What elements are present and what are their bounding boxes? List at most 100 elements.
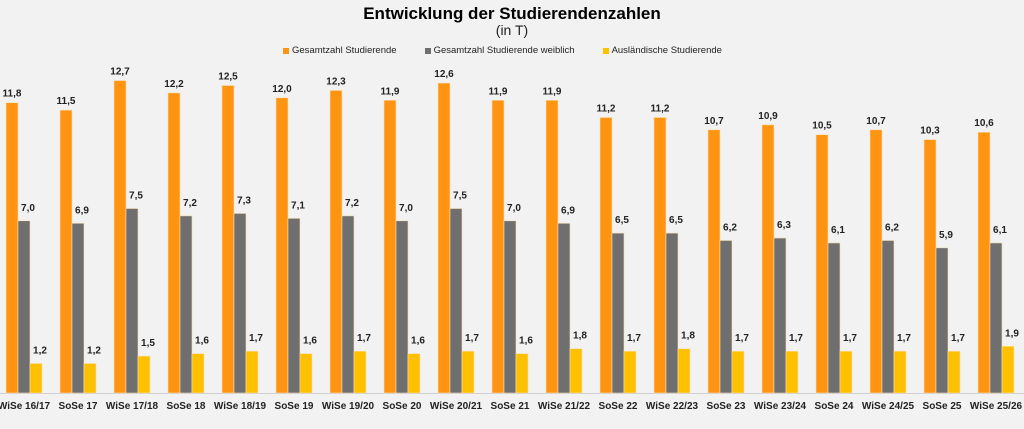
data-label: 10,5	[812, 121, 832, 132]
bar-foreign	[1001, 345, 1015, 394]
bar-female	[233, 213, 247, 394]
legend-swatch	[424, 47, 431, 54]
legend-item-foreign: Ausländische Studierende	[602, 45, 722, 56]
bar-total	[59, 109, 73, 394]
bar-foreign	[677, 348, 691, 394]
data-label: 1,7	[951, 333, 965, 344]
bar-female	[125, 208, 139, 394]
bar-total	[167, 92, 181, 394]
legend-label: Gesamtzahl Studierende	[292, 45, 397, 56]
x-tick-label: WiSe 20/21	[430, 401, 483, 412]
data-label: 12,2	[164, 79, 184, 90]
bar-total	[977, 131, 991, 394]
bar-foreign	[29, 363, 43, 394]
bar-total	[599, 117, 613, 394]
data-label: 12,6	[434, 69, 454, 80]
bar-total	[545, 99, 559, 394]
bar-female	[17, 220, 31, 394]
bar-female	[341, 215, 355, 394]
bar-foreign	[569, 348, 583, 394]
bar-foreign	[83, 363, 97, 394]
chart-subtitle: (in T)	[495, 22, 529, 38]
bar-foreign	[461, 350, 475, 394]
data-label: 6,3	[777, 220, 791, 231]
legend-label: Gesamtzahl Studierende weiblich	[433, 45, 575, 56]
data-label: 7,2	[345, 198, 359, 209]
x-tick-label: SoSe 19	[275, 401, 314, 412]
data-label: 12,3	[326, 76, 346, 87]
bar-foreign	[191, 353, 205, 394]
bar-total	[437, 82, 451, 394]
legend-item-female: Gesamtzahl Studierende weiblich	[424, 45, 575, 56]
bar-female	[179, 215, 193, 394]
legend-swatch	[283, 47, 289, 54]
data-label: 6,1	[831, 225, 845, 236]
data-label: 10,9	[758, 111, 778, 122]
x-tick-label: WiSe 18/19	[214, 401, 267, 412]
data-label: 12,5	[218, 72, 238, 83]
bar-total	[653, 117, 667, 394]
data-label: 11,9	[489, 86, 508, 97]
data-label: 1,9	[1005, 328, 1019, 339]
data-label: 1,7	[897, 333, 911, 344]
data-label: 10,7	[866, 116, 886, 127]
data-label: 6,1	[993, 225, 1007, 236]
x-tick-label: SoSe 23	[707, 401, 746, 412]
x-tick-label: WiSe 21/22	[538, 401, 591, 412]
bar-female	[935, 247, 949, 394]
bar-female	[287, 218, 301, 394]
bar-foreign	[731, 350, 745, 394]
bar-female	[395, 220, 409, 394]
data-label: 12,0	[272, 84, 292, 95]
bar-foreign	[839, 350, 853, 394]
bar-total	[869, 129, 883, 394]
bar-female	[611, 232, 625, 394]
bar-total	[383, 99, 397, 394]
data-label: 11,2	[651, 103, 670, 114]
data-label: 1,6	[303, 336, 317, 347]
x-tick-label: SoSe 20	[383, 401, 422, 412]
data-label: 11,2	[597, 103, 616, 114]
bar-female	[719, 240, 733, 394]
bar-total	[707, 129, 721, 394]
data-label: 11,9	[543, 86, 562, 97]
x-tick-label: WiSe 16/17	[0, 401, 51, 412]
data-label: 6,5	[669, 215, 683, 226]
data-label: 1,2	[33, 345, 47, 356]
data-label: 6,2	[885, 222, 899, 233]
legend-label: Ausländische Studierende	[611, 45, 722, 56]
x-tick-label: WiSe 24/25	[862, 401, 915, 412]
data-label: 7,2	[183, 198, 197, 209]
bar-female	[71, 222, 85, 394]
data-label: 1,2	[87, 345, 101, 356]
legend-swatch	[602, 47, 609, 54]
bar-total	[491, 99, 505, 394]
bar-foreign	[245, 350, 259, 394]
data-label: 10,3	[920, 126, 940, 137]
data-label: 7,1	[291, 200, 305, 211]
data-label: 1,8	[681, 331, 695, 342]
bar-total	[5, 102, 19, 394]
bar-total	[329, 90, 343, 394]
data-label: 5,9	[939, 230, 953, 241]
bar-total	[275, 97, 289, 394]
data-label: 1,6	[519, 336, 533, 347]
bar-female	[557, 222, 571, 394]
data-label: 1,7	[465, 333, 479, 344]
legend-item-total: Gesamtzahl Studierende	[283, 45, 397, 56]
data-label: 1,7	[735, 333, 749, 344]
x-tick-label: SoSe 22	[599, 401, 638, 412]
data-label: 1,7	[627, 333, 641, 344]
data-label: 1,8	[573, 331, 587, 342]
data-label: 10,6	[974, 118, 994, 129]
data-label: 11,9	[381, 86, 400, 97]
data-label: 7,5	[129, 191, 143, 202]
bar-total	[221, 85, 235, 394]
data-label: 1,7	[249, 333, 263, 344]
bar-foreign	[893, 350, 907, 394]
bar-total	[815, 134, 829, 394]
bar-total	[113, 80, 127, 394]
bar-foreign	[947, 350, 961, 394]
bar-foreign	[299, 353, 313, 394]
bar-female	[827, 242, 841, 394]
